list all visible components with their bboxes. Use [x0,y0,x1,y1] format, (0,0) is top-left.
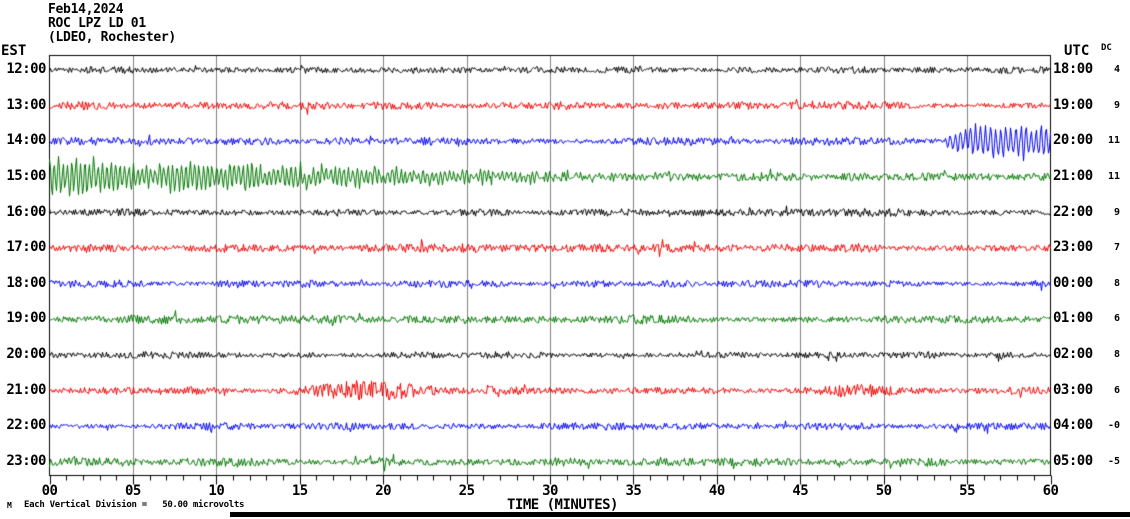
est-time-label: 15:00 [6,167,46,184]
x-tick-label: 35 [625,483,642,499]
left-timezone-header: EST [1,43,27,59]
x-tick-label: 25 [458,483,475,499]
x-tick-label: 10 [208,483,225,499]
utc-time-label: 18:00 [1053,61,1093,77]
title-location: (LDEO, Rochester) [48,30,176,45]
x-tick-label: 55 [959,483,975,499]
est-time-label: 17:00 [6,239,46,256]
est-time-label: 12:00 [6,61,46,77]
dc-value: 8 [1113,277,1120,289]
dc-column-header: DC [1101,43,1112,53]
est-time-label: 20:00 [6,346,46,363]
utc-time-label: 22:00 [1053,203,1093,220]
x-tick-label: 50 [875,483,892,499]
x-tick-label: 30 [542,483,558,499]
est-time-label: 18:00 [6,274,46,291]
utc-time-label: 23:00 [1053,239,1093,256]
est-time-label: 23:00 [6,452,46,469]
utc-time-label: 20:00 [1053,132,1093,149]
title-date: Feb14,2024 [48,2,124,17]
dc-value: 4 [1113,64,1120,75]
est-time-label: 19:00 [6,310,46,327]
title-station: ROC LPZ LD 01 [48,16,146,31]
utc-time-label: 01:00 [1053,310,1093,327]
x-tick-label: 05 [124,483,141,499]
dc-value: 7 [1113,242,1120,254]
bottom-separator-bar [230,512,1130,517]
corner-glyph: M [7,501,12,510]
x-tick-label: 60 [1042,483,1059,499]
utc-time-label: 05:00 [1053,452,1093,469]
utc-time-label: 00:00 [1053,274,1093,291]
x-axis-title: TIME (MINUTES) [506,497,619,513]
est-time-label: 13:00 [6,96,46,113]
dc-value: 11 [1107,135,1120,147]
x-tick-label: 40 [708,483,725,499]
x-tick-label: 15 [291,483,308,499]
dc-value: -0 [1107,420,1120,432]
utc-time-label: 21:00 [1053,167,1093,184]
utc-time-label: 19:00 [1053,96,1093,113]
x-tick-label: 45 [792,483,809,499]
dc-value: 8 [1113,349,1120,361]
dc-value: 11 [1107,170,1120,182]
dc-value: 6 [1113,313,1120,325]
utc-time-label: 03:00 [1053,381,1093,398]
est-time-label: 14:00 [6,132,46,149]
est-time-label: 16:00 [6,203,46,220]
utc-time-label: 04:00 [1053,417,1093,434]
x-tick-label: 00 [41,483,58,499]
dc-value: 9 [1113,206,1120,218]
est-time-label: 22:00 [6,417,46,434]
scale-note: Each Vertical Division = 50.00 microvolt… [24,500,245,510]
est-time-label: 21:00 [6,381,46,398]
right-timezone-header: UTC [1064,43,1090,59]
dc-value: 6 [1113,384,1120,396]
dc-value: -5 [1107,455,1120,467]
dc-value: 9 [1113,99,1120,111]
utc-time-label: 02:00 [1053,346,1093,363]
x-tick-label: 20 [375,483,392,499]
title-block: Feb14,2024 ROC LPZ LD 01 (LDEO, Rocheste… [48,3,176,45]
